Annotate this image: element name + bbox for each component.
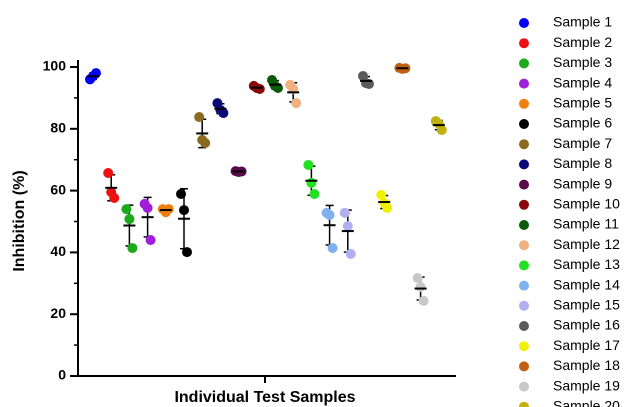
legend-marker — [519, 401, 529, 407]
legend-label: Sample 20 — [553, 398, 620, 407]
legend-marker — [519, 240, 529, 251]
legend-label: Sample 2 — [553, 34, 612, 50]
data-point — [412, 273, 423, 284]
y-tick-label: 20 — [50, 305, 66, 321]
y-tick-label: 0 — [58, 367, 66, 383]
data-point — [324, 210, 335, 221]
data-point — [345, 248, 356, 259]
x-axis-label: Individual Test Samples — [174, 389, 355, 406]
data-point — [218, 108, 229, 119]
legend-label: Sample 14 — [553, 276, 620, 292]
legend-marker — [519, 220, 529, 230]
legend-label: Sample 9 — [553, 175, 612, 191]
legend-marker — [519, 260, 529, 271]
legend-label: Sample 13 — [553, 256, 620, 272]
legend-marker — [519, 199, 529, 210]
data-point — [415, 282, 426, 293]
data-point — [121, 204, 132, 215]
legend-label: Sample 8 — [553, 155, 612, 171]
y-axis-label: Inhibition (%) — [11, 170, 28, 271]
legend-label: Sample 17 — [553, 337, 620, 353]
legend-label: Sample 7 — [553, 135, 612, 151]
y-tick-label: 60 — [50, 181, 66, 197]
data-point — [145, 235, 156, 246]
data-point — [254, 83, 265, 94]
legend-marker — [519, 159, 529, 170]
data-point — [309, 188, 320, 199]
data-point — [382, 202, 393, 213]
data-point — [142, 202, 153, 213]
legend-label: Sample 16 — [553, 317, 620, 333]
y-tick-label: 40 — [50, 243, 66, 259]
data-point — [176, 188, 186, 199]
legend-marker — [519, 381, 529, 392]
legend-label: Sample 3 — [553, 54, 612, 70]
data-point — [327, 243, 338, 254]
legend-label: Sample 18 — [553, 357, 620, 373]
legend-label: Sample 10 — [553, 196, 620, 212]
legend-label: Sample 1 — [553, 14, 612, 30]
legend-label: Sample 4 — [553, 74, 612, 90]
data-point — [339, 207, 350, 218]
legend-marker — [519, 58, 529, 69]
data-point — [179, 205, 189, 216]
legend-marker — [519, 300, 529, 311]
data-point — [103, 167, 114, 178]
legend-marker — [519, 280, 529, 291]
legend-marker — [519, 341, 529, 352]
legend-label: Sample 12 — [553, 236, 620, 252]
data-point — [182, 247, 192, 258]
legend-marker — [519, 98, 529, 109]
data-point — [342, 221, 353, 232]
data-point — [303, 159, 314, 170]
legend-marker — [519, 119, 529, 129]
legend-label: Sample 19 — [553, 377, 620, 393]
legend-label: Sample 5 — [553, 95, 612, 111]
data-point — [418, 295, 429, 306]
legend-marker — [519, 18, 529, 28]
y-tick-label: 80 — [50, 120, 66, 136]
legend-label: Sample 11 — [553, 216, 619, 232]
data-point — [436, 125, 447, 136]
data-point — [376, 189, 387, 200]
legend-label: Sample 6 — [553, 115, 612, 131]
y-tick-label: 100 — [43, 58, 67, 74]
data-point — [306, 177, 317, 188]
legend-marker — [519, 361, 529, 372]
data-point — [194, 112, 205, 123]
legend-marker — [519, 78, 529, 89]
legend-marker — [519, 38, 529, 49]
data-point — [127, 243, 138, 254]
legend-marker — [519, 321, 529, 331]
data-point — [291, 98, 302, 109]
legend-marker — [519, 139, 529, 150]
data-point — [109, 193, 120, 204]
legend-marker — [519, 179, 529, 190]
legend-label: Sample 15 — [553, 297, 620, 313]
data-point — [200, 138, 211, 149]
data-point — [124, 214, 135, 225]
